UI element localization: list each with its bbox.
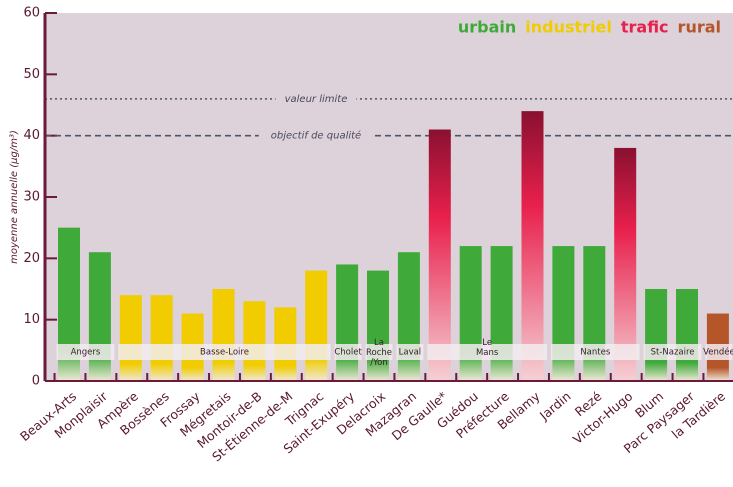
bar (243, 301, 266, 381)
group-label: Angers (71, 348, 101, 358)
bar (428, 129, 451, 381)
reference-label-bg (275, 91, 357, 106)
bar (119, 295, 142, 381)
bar (212, 289, 235, 381)
group-label: St-Nazaire (651, 348, 695, 358)
bar (150, 295, 173, 381)
group-band (334, 344, 362, 360)
bar (676, 289, 698, 381)
y-axis-label: moyenne annuelle (µg/m³) (9, 130, 20, 264)
group-band (396, 344, 424, 360)
group-label: Basse-Loire (200, 348, 249, 358)
bar (336, 264, 359, 381)
group-band (550, 344, 640, 360)
legend-entry: urbain (458, 18, 516, 37)
group-band (705, 344, 733, 360)
y-tick-label: 20 (23, 251, 40, 266)
y-tick-label: 30 (23, 190, 40, 205)
bar (459, 246, 482, 381)
x-tick-label: Jardin (536, 388, 574, 423)
reference-label-bg (258, 128, 374, 143)
group-band (427, 344, 547, 360)
bar (88, 252, 111, 381)
group-label: Vendée (703, 347, 733, 358)
group-band (365, 344, 393, 360)
bar (397, 252, 420, 381)
legend-entry: rural (678, 18, 721, 37)
group-band (118, 344, 331, 360)
bar (645, 289, 668, 381)
y-tick-label: 60 (23, 6, 40, 21)
legend-entry: trafic (621, 18, 669, 37)
group-label: Laval (399, 348, 422, 358)
y-tick-label: 40 (23, 128, 40, 143)
legend-entry: industriel (525, 18, 612, 37)
group-label: Cholet (334, 348, 362, 358)
y-tick-label: 50 (23, 67, 40, 82)
group-label: Le Mans (476, 338, 499, 358)
group-label: Nantes (580, 348, 611, 358)
bar (58, 227, 80, 381)
bar (552, 246, 575, 381)
y-tick-label: 0 (32, 374, 40, 389)
bar (490, 246, 513, 381)
group-band (643, 344, 702, 360)
bar (614, 147, 637, 381)
bar (583, 246, 606, 381)
group-band (56, 344, 115, 360)
bar (305, 270, 328, 381)
group-label: La Roche/Yon (366, 338, 392, 368)
bar (521, 111, 544, 381)
y-tick-label: 10 (23, 312, 40, 327)
reference-label: objectif de qualité (271, 130, 361, 142)
reference-label: valeur limite (285, 94, 348, 105)
